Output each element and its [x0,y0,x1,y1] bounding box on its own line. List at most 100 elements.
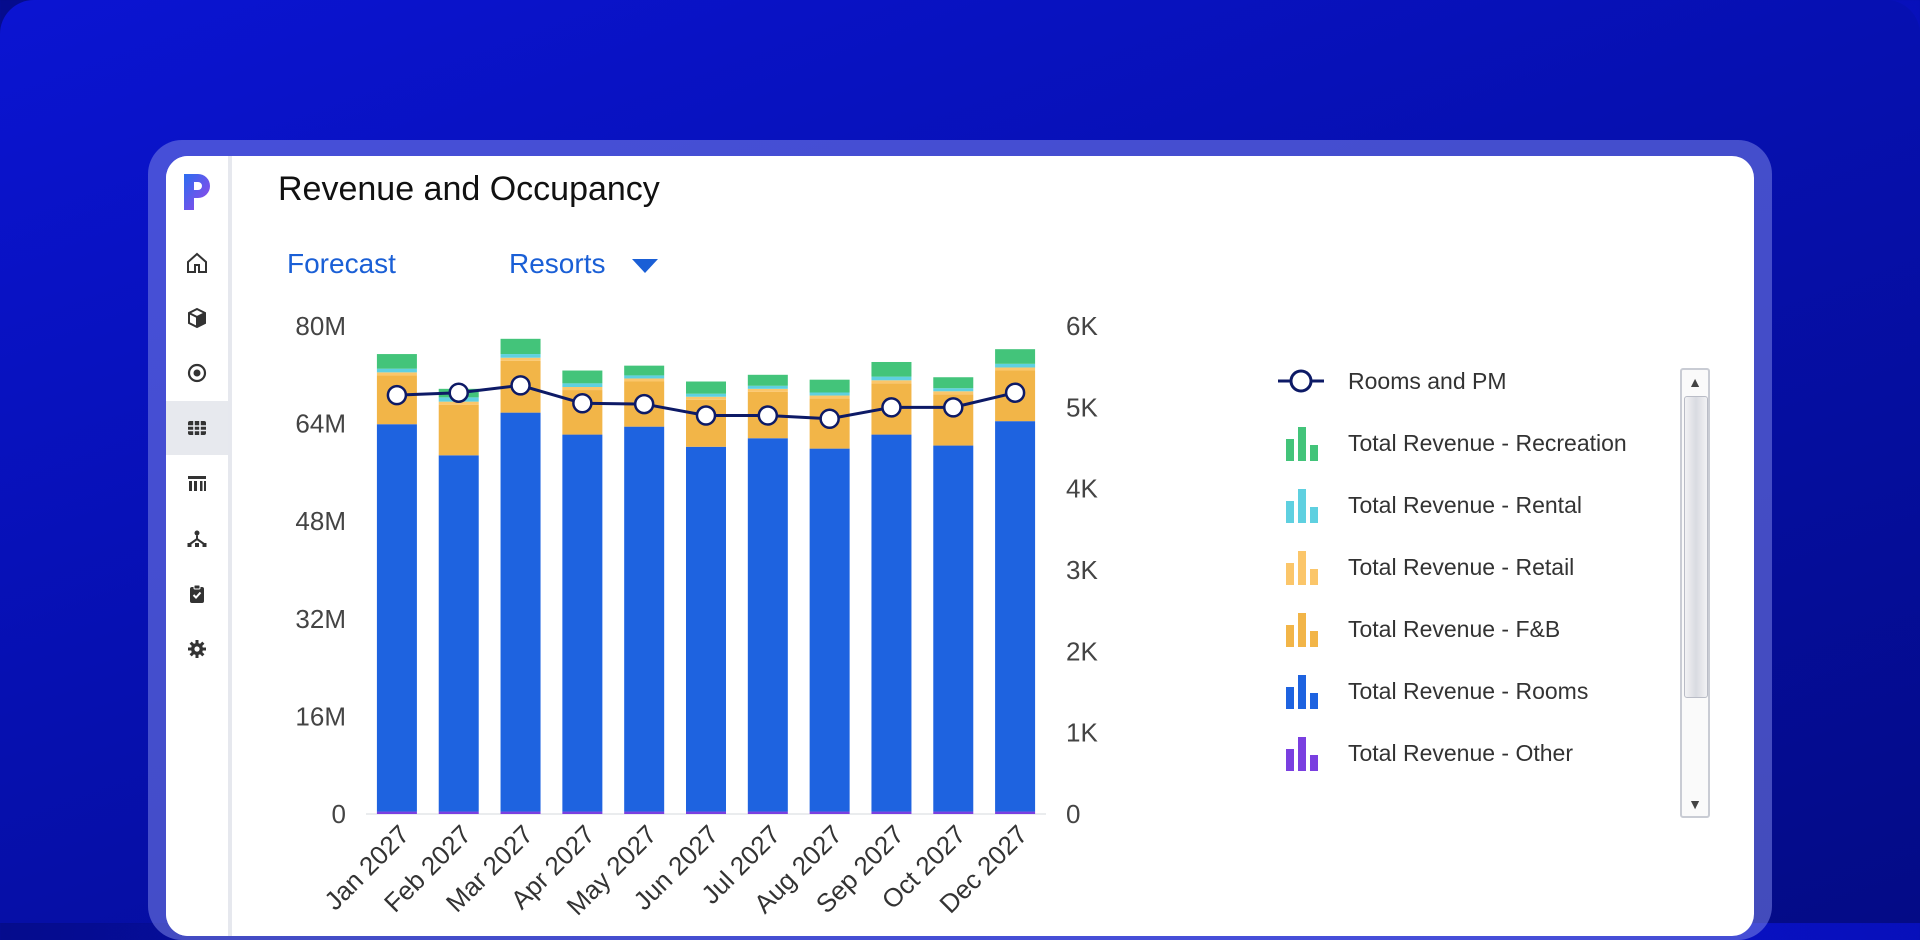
sidebar-item-hierarchy[interactable] [166,512,228,566]
cube-icon [188,307,206,329]
bar-segment [500,338,541,355]
legend-item[interactable]: Total Revenue - F&B [1276,604,1560,654]
bar-segment [933,391,974,395]
sidebar-item-cube[interactable] [166,291,228,345]
legend-label: Total Revenue - Rental [1348,491,1582,518]
line-point [633,393,655,415]
gear-icon [188,640,206,658]
bar-segment [624,375,665,379]
line-point [1004,382,1026,403]
sidebar-item-grid[interactable] [166,401,228,455]
legend-scrollbar[interactable]: ▲ ▼ [1680,368,1710,818]
bar-segment [747,388,788,392]
sidebar [166,156,232,936]
sidebar-item-settings[interactable] [166,622,228,676]
y-tick-label: 64M [295,409,346,439]
y2-tick-label: 0 [1066,799,1080,829]
bar-segment [500,354,541,358]
y2-tick-label: 4K [1066,474,1098,504]
line-point [572,393,593,414]
line-point [695,405,717,426]
bar-segment [562,383,603,387]
legend-label: Rooms and PM [1348,367,1507,394]
bar-segment [686,393,726,397]
bar-icon [1276,728,1346,778]
bar-segment [438,401,479,405]
bar-segment [747,438,788,812]
bar-segment [809,379,850,393]
bar-segment [438,404,479,456]
bar-icon [1276,418,1346,468]
scroll-thumb[interactable] [1684,396,1708,698]
bar-segment [995,349,1036,364]
forecast-tab[interactable]: Forecast [287,248,396,279]
y-tick-label: 80M [295,311,346,341]
sidebar-item-building[interactable] [166,456,228,510]
legend-item[interactable]: Total Revenue - Rooms [1276,666,1588,716]
target-icon [187,363,207,383]
bar-segment [376,354,417,369]
bar-segment [933,377,974,389]
y2-tick-label: 2K [1066,636,1098,666]
bar-segment [809,392,850,396]
y-tick-label: 16M [295,701,346,731]
y2-tick-label: 5K [1066,392,1098,422]
page-title: Revenue and Occupancy [278,170,660,208]
bar-segment [995,367,1036,371]
legend-item[interactable]: Total Revenue - Retail [1276,542,1574,592]
line-point [819,408,840,429]
y2-tick-label: 6K [1066,311,1098,341]
line-point [757,405,779,426]
sidebar-item-home[interactable] [166,236,228,290]
building-icon [188,476,206,491]
legend-item[interactable]: Total Revenue - Rental [1276,480,1582,530]
bar-segment [438,811,479,814]
y2-tick-label: 3K [1066,555,1098,585]
y-tick-label: 0 [332,799,346,829]
line-point [881,397,902,418]
legend-item[interactable]: Total Revenue - Recreation [1276,418,1627,468]
bar-segment [871,811,912,814]
bar-icon [1276,542,1346,592]
bar-segment [871,434,912,812]
grid-icon [188,421,206,435]
bar-segment [871,361,912,377]
bar-segment [995,421,1036,812]
line-point [943,397,964,418]
bar-segment [562,387,603,391]
line-marker-icon [1276,356,1346,406]
sidebar-item-clipboard[interactable] [166,567,228,621]
y-tick-label: 48M [295,506,346,536]
bar-segment [747,811,788,814]
bar-segment [500,357,541,361]
bar-segment [809,448,850,812]
bar-segment [933,388,974,392]
bar-segment [995,811,1036,814]
bar-icon [1276,480,1346,530]
resorts-dropdown[interactable]: Resorts [509,248,606,279]
y2-tick-label: 1K [1066,718,1098,748]
line-point [386,384,408,406]
scroll-down-arrow-icon[interactable]: ▼ [1688,796,1702,812]
scroll-up-arrow-icon[interactable]: ▲ [1688,374,1702,390]
chevron-down-icon[interactable] [630,256,660,276]
legend-label: Total Revenue - Rooms [1348,677,1589,704]
legend-label: Total Revenue - Recreation [1348,429,1627,456]
line-point [448,382,469,403]
bar-segment [933,445,974,812]
bar-segment [933,811,974,814]
p-logo-icon[interactable] [180,170,214,214]
legend-item[interactable]: Total Revenue - Other [1276,728,1573,778]
bar-segment [376,424,417,812]
sidebar-item-target[interactable] [166,346,228,400]
bar-segment [871,376,912,381]
legend-label: Total Revenue - Other [1348,739,1574,766]
y-tick-label: 32M [295,604,346,634]
legend-item[interactable]: Rooms and PM [1276,356,1507,406]
bar-segment [686,381,726,394]
bar-segment [500,811,541,814]
app-window: Revenue and Occupancy Forecast Resorts 0… [166,156,1754,936]
bar-segment [624,365,665,376]
bar-segment [809,811,850,814]
bar-segment [500,412,541,812]
